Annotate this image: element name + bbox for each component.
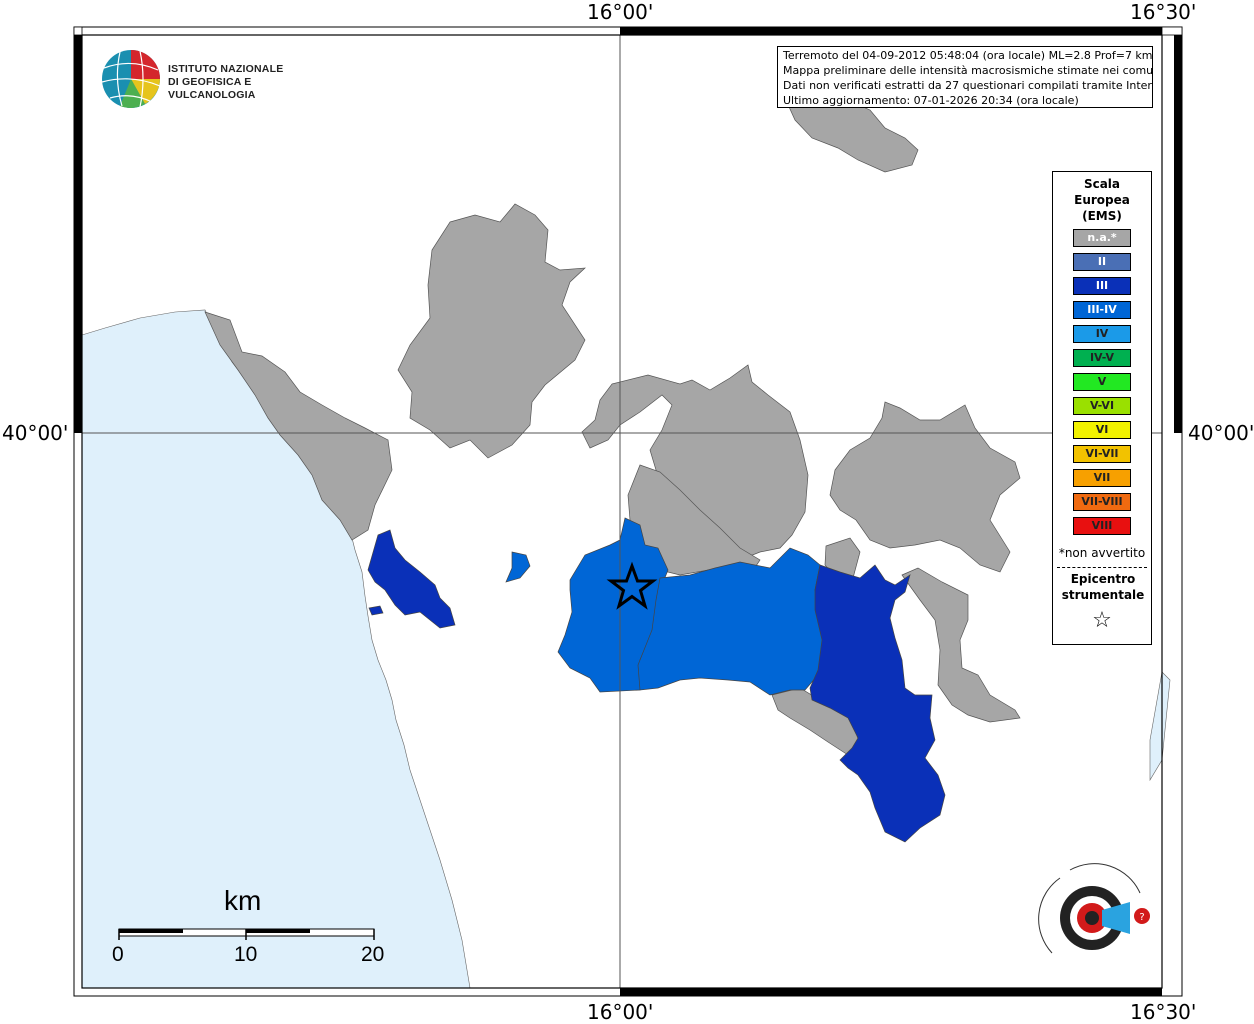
info-line-3: Dati non verificati estratti da 27 quest… [783,79,1153,92]
coord-right: 40°00' [1188,421,1254,445]
legend-swatch-n-a: n.a.* [1073,229,1131,247]
legend-swatch-iii-iv: III-IV [1073,301,1131,319]
legend-swatch-vi-vii: VI-VII [1073,445,1131,463]
legend-swatch-iii: III [1073,277,1131,295]
intensity-iii-iv [505,517,826,696]
logo-line-1: ISTITUTO NAZIONALE [168,63,284,75]
scale-bar-graphic [118,928,375,940]
scale-tick-0: 0 [112,943,124,966]
scale-tick-20: 20 [361,943,385,966]
legend-star-icon: ☆ [1092,608,1112,633]
info-line-4: Ultimo aggiornamento: 07-01-2026 20:34 (… [783,94,1079,107]
legend-swatch-vi: VI [1073,421,1131,439]
ems-legend: Scala Europea (EMS) n.a.* II III III-IV IV IV… [1052,171,1152,645]
legend-title: Scala Europea (EMS) [1074,177,1130,223]
epicenter-star-icon [606,561,658,610]
scale-tick-10: 10 [234,943,258,966]
coord-top-mid: 16°00' [587,0,654,24]
coord-top-right: 16°30' [1130,0,1197,24]
info-line-1: Terremoto del 04-09-2012 05:48:04 (ora l… [783,49,1153,62]
globe-icon [101,50,161,108]
ingv-logo: ISTITUTO NAZIONALE DI GEOFISICA E VULCAN… [100,48,320,110]
legend-swatch-v: V [1073,373,1131,391]
legend-swatch-vii-viii: VII-VIII [1073,493,1131,511]
legend-swatch-v-vi: V-VI [1073,397,1131,415]
svg-text:?: ? [1139,912,1144,923]
legend-swatch-vii: VII [1073,469,1131,487]
info-line-2: Mappa preliminare delle intensità macros… [783,64,1153,77]
legend-swatch-viii: VIII [1073,517,1131,535]
legend-note: *non avvertito [1058,546,1146,560]
legend-separator [1057,567,1147,568]
coord-left: 40°00' [2,421,69,445]
event-info-box: Terremoto del 04-09-2012 05:48:04 (ora l… [777,46,1153,108]
legend-epicenter-label: Epicentro strumentale [1061,572,1145,602]
haisentito-logo: ? [1030,858,1160,978]
legend-swatch-iv-v: IV-V [1073,349,1131,367]
coord-bottom-right: 16°30' [1130,1000,1197,1024]
legend-swatch-ii: II [1073,253,1131,271]
target-megaphone-icon: ? [1038,863,1150,954]
legend-swatch-iv: IV [1073,325,1131,343]
scale-unit: km [224,885,262,916]
logo-line-2: DI GEOFISICA E VULCANOLOGIA [168,76,256,101]
coord-bottom-mid: 16°00' [587,1000,654,1024]
intensity-iii [367,529,946,843]
